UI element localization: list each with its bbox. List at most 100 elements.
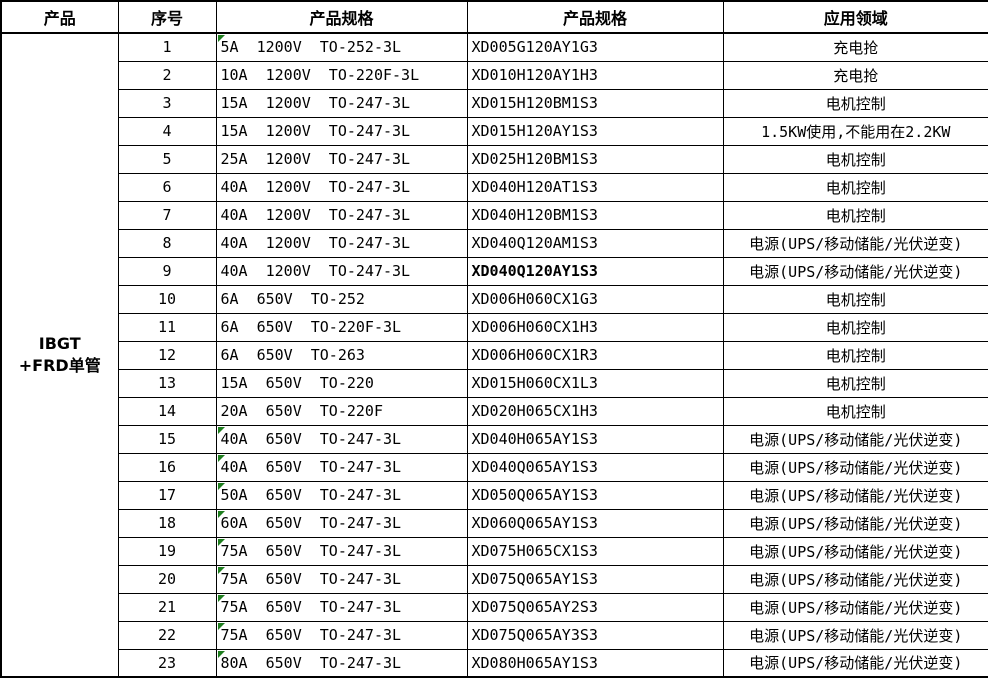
application-cell[interactable]: 电机控制 [722,144,988,174]
row-number-cell[interactable]: 14 [117,396,217,426]
application-cell[interactable]: 电源(UPS/移动储能/光伏逆变) [722,648,988,678]
part-number-cell[interactable]: XD015H120BM1S3 [466,88,724,118]
row-number-cell[interactable]: 23 [117,648,217,678]
part-number-cell[interactable]: XD080H065AY1S3 [466,648,724,678]
application-cell[interactable]: 电机控制 [722,200,988,230]
header-index[interactable]: 序号 [117,0,217,34]
application-cell[interactable]: 电机控制 [722,368,988,398]
header-part-number[interactable]: 产品规格 [466,0,724,34]
application-cell[interactable]: 电源(UPS/移动储能/光伏逆变) [722,228,988,258]
row-number-cell[interactable]: 10 [117,284,217,314]
row-number-cell[interactable]: 3 [117,88,217,118]
application-cell[interactable]: 电机控制 [722,88,988,118]
spec-cell[interactable]: 40A 650V TO-247-3L [215,424,468,454]
application-cell[interactable]: 电源(UPS/移动储能/光伏逆变) [722,256,988,286]
spec-cell[interactable]: 60A 650V TO-247-3L [215,508,468,538]
spec-cell[interactable]: 15A 1200V TO-247-3L [215,88,468,118]
spec-cell[interactable]: 20A 650V TO-220F [215,396,468,426]
row-number-cell[interactable]: 2 [117,60,217,90]
application-cell[interactable]: 电源(UPS/移动储能/光伏逆变) [722,620,988,650]
row-number-cell[interactable]: 15 [117,424,217,454]
spec-cell[interactable]: 15A 650V TO-220 [215,368,468,398]
row-number-cell[interactable]: 6 [117,172,217,202]
row-number-cell[interactable]: 1 [117,32,217,62]
header-application[interactable]: 应用领域 [722,0,988,34]
application-cell[interactable]: 电机控制 [722,312,988,342]
table-row: 23 80A 650V TO-247-3L XD080H065AY1S3 电源(UPS… [1,648,988,678]
part-number-cell[interactable]: XD015H120AY1S3 [466,116,724,146]
row-number-cell[interactable]: 11 [117,312,217,342]
spec-cell[interactable]: 40A 1200V TO-247-3L [215,200,468,230]
part-number-cell[interactable]: XD040Q120AM1S3 [466,228,724,258]
part-number-cell[interactable]: XD006H060CX1H3 [466,312,724,342]
application-cell[interactable]: 电机控制 [722,340,988,370]
header-product[interactable]: 产品 [0,0,119,34]
application-cell[interactable]: 电源(UPS/移动储能/光伏逆变) [722,424,988,454]
application-cell[interactable]: 电源(UPS/移动储能/光伏逆变) [722,508,988,538]
spec-cell[interactable]: 15A 1200V TO-247-3L [215,116,468,146]
spec-cell[interactable]: 75A 650V TO-247-3L [215,564,468,594]
spec-cell[interactable]: 40A 1200V TO-247-3L [215,228,468,258]
row-number-cell[interactable]: 21 [117,592,217,622]
row-number-cell[interactable]: 7 [117,200,217,230]
application-cell[interactable]: 充电抢 [722,32,988,62]
part-number-cell[interactable]: XD075H065CX1S3 [466,536,724,566]
part-number-cell[interactable]: XD010H120AY1H3 [466,60,724,90]
product-group-cell[interactable]: IBGT +FRD单管 [0,32,119,678]
row-number-cell[interactable]: 5 [117,144,217,174]
application-cell[interactable]: 电源(UPS/移动储能/光伏逆变) [722,592,988,622]
part-number-cell[interactable]: XD040H120AT1S3 [466,172,724,202]
row-number-cell[interactable]: 13 [117,368,217,398]
application-cell[interactable]: 电机控制 [722,284,988,314]
part-number-cell[interactable]: XD020H065CX1H3 [466,396,724,426]
row-number-cell[interactable]: 4 [117,116,217,146]
spec-cell[interactable]: 40A 650V TO-247-3L [215,452,468,482]
application-cell[interactable]: 电机控制 [722,396,988,426]
row-number-cell[interactable]: 19 [117,536,217,566]
row-number-cell[interactable]: 16 [117,452,217,482]
part-number-cell[interactable]: XD005G120AY1G3 [466,32,724,62]
row-number-cell[interactable]: 22 [117,620,217,650]
application-cell[interactable]: 充电抢 [722,60,988,90]
spec-cell[interactable]: 6A 650V TO-252 [215,284,468,314]
application-cell[interactable]: 电机控制 [722,172,988,202]
part-number-cell[interactable]: XD040Q065AY1S3 [466,452,724,482]
application-cell[interactable]: 电源(UPS/移动储能/光伏逆变) [722,452,988,482]
header-spec[interactable]: 产品规格 [215,0,468,34]
part-number-cell[interactable]: XD040H065AY1S3 [466,424,724,454]
part-number-cell[interactable]: XD025H120BM1S3 [466,144,724,174]
spec-cell[interactable]: 10A 1200V TO-220F-3L [215,60,468,90]
spec-cell[interactable]: 50A 650V TO-247-3L [215,480,468,510]
row-number-cell[interactable]: 20 [117,564,217,594]
spec-cell[interactable]: 75A 650V TO-247-3L [215,536,468,566]
application-cell[interactable]: 电源(UPS/移动储能/光伏逆变) [722,564,988,594]
spec-cell[interactable]: 6A 650V TO-263 [215,340,468,370]
spec-cell[interactable]: 75A 650V TO-247-3L [215,620,468,650]
spec-cell[interactable]: 40A 1200V TO-247-3L [215,256,468,286]
part-number-cell[interactable]: XD040Q120AY1S3 [466,256,724,286]
part-number-cell[interactable]: XD075Q065AY3S3 [466,620,724,650]
spec-cell[interactable]: 5A 1200V TO-252-3L [215,32,468,62]
row-number-cell[interactable]: 8 [117,228,217,258]
spec-cell[interactable]: 80A 650V TO-247-3L [215,648,468,678]
cell-corner-marker-icon [217,426,225,434]
part-number-cell[interactable]: XD060Q065AY1S3 [466,508,724,538]
row-number-cell[interactable]: 12 [117,340,217,370]
part-number-cell[interactable]: XD050Q065AY1S3 [466,480,724,510]
application-cell[interactable]: 电源(UPS/移动储能/光伏逆变) [722,536,988,566]
part-number-cell[interactable]: XD075Q065AY2S3 [466,592,724,622]
row-number-cell[interactable]: 18 [117,508,217,538]
part-number-cell[interactable]: XD015H060CX1L3 [466,368,724,398]
row-number-cell[interactable]: 17 [117,480,217,510]
part-number-cell[interactable]: XD006H060CX1G3 [466,284,724,314]
part-number-cell[interactable]: XD075Q065AY1S3 [466,564,724,594]
part-number-cell[interactable]: XD040H120BM1S3 [466,200,724,230]
part-number-cell[interactable]: XD006H060CX1R3 [466,340,724,370]
application-cell[interactable]: 电源(UPS/移动储能/光伏逆变) [722,480,988,510]
application-cell[interactable]: 1.5KW使用,不能用在2.2KW [722,116,988,146]
spec-cell[interactable]: 40A 1200V TO-247-3L [215,172,468,202]
spec-cell[interactable]: 75A 650V TO-247-3L [215,592,468,622]
spec-cell[interactable]: 6A 650V TO-220F-3L [215,312,468,342]
spec-cell[interactable]: 25A 1200V TO-247-3L [215,144,468,174]
row-number-cell[interactable]: 9 [117,256,217,286]
